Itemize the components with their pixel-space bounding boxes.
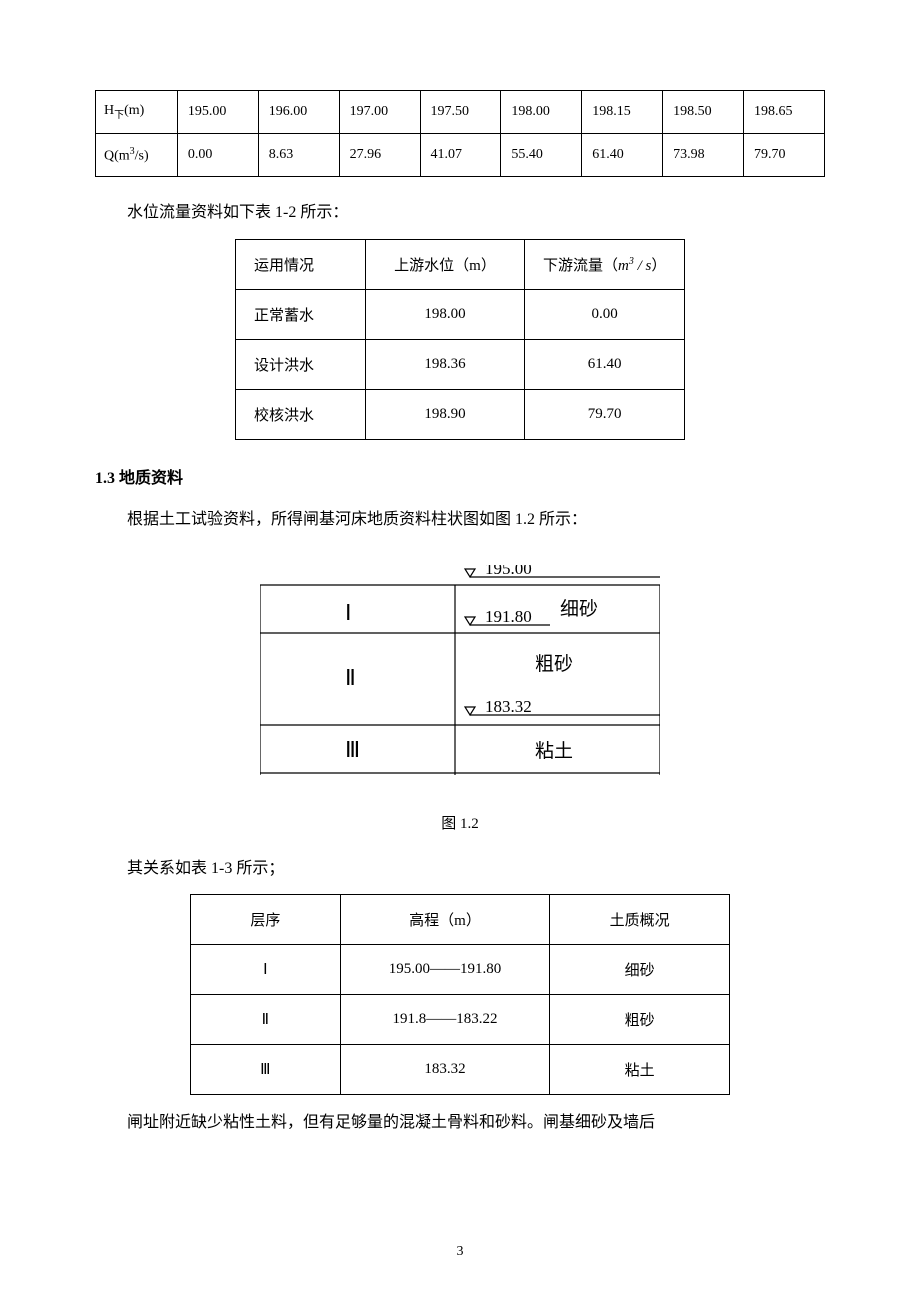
cell: 0.00 <box>177 133 258 177</box>
layer2-elev-label: 183.32 <box>485 697 532 716</box>
header-cell: 运用情况 <box>236 239 366 289</box>
cell: 细砂 <box>550 945 730 995</box>
paragraph-intro-table3: 其关系如表 1-3 所示； <box>95 851 825 886</box>
cell: Ⅲ <box>191 1045 341 1095</box>
table-row: Ⅲ 183.32 粘土 <box>191 1045 730 1095</box>
cell: 79.70 <box>525 389 685 439</box>
table-geology-layers: 层序 高程（m） 土质概况 Ⅰ 195.00——191.80 细砂 Ⅱ 191.… <box>190 894 730 1095</box>
geological-column-diagram: 195.00 Ⅰ 191.80 细砂 Ⅱ 粗砂 183.32 Ⅲ 粘土 <box>260 565 660 780</box>
cell: 61.40 <box>582 133 663 177</box>
table-row: H下(m) 195.00 196.00 197.00 197.50 198.00… <box>96 91 825 134</box>
paragraph-materials: 闸址附近缺少粘性土料，但有足够量的混凝土骨料和砂料。闸基细砂及墙后 <box>95 1105 825 1140</box>
row-label: H下(m) <box>96 91 178 134</box>
table-operation-conditions: 运用情况 上游水位（m） 下游流量（m3 / s） 正常蓄水 198.00 0.… <box>235 239 685 440</box>
table-flow-level: H下(m) 195.00 196.00 197.00 197.50 198.00… <box>95 90 825 177</box>
cell: 195.00——191.80 <box>340 945 550 995</box>
cell: 198.36 <box>365 339 525 389</box>
cell: Ⅱ <box>191 995 341 1045</box>
cell: 41.07 <box>420 133 501 177</box>
cell: 61.40 <box>525 339 685 389</box>
table-row: 层序 高程（m） 土质概况 <box>191 895 730 945</box>
table-row: Ⅱ 191.8——183.22 粗砂 <box>191 995 730 1045</box>
layer3-roman: Ⅲ <box>345 737 360 762</box>
cell: 27.96 <box>339 133 420 177</box>
table-row: Q(m3/s) 0.00 8.63 27.96 41.07 55.40 61.4… <box>96 133 825 177</box>
cell: 198.00 <box>365 289 525 339</box>
cell: 198.65 <box>744 91 825 134</box>
cell: 设计洪水 <box>236 339 366 389</box>
cell: 198.00 <box>501 91 582 134</box>
cell: 73.98 <box>663 133 744 177</box>
cell: 191.8——183.22 <box>340 995 550 1045</box>
header-cell: 上游水位（m） <box>365 239 525 289</box>
elev-top-label: 195.00 <box>485 565 532 578</box>
cell: 198.15 <box>582 91 663 134</box>
paragraph-intro-table2: 水位流量资料如下表 1-2 所示： <box>95 195 825 230</box>
table-row: 校核洪水 198.90 79.70 <box>236 389 685 439</box>
cell: 196.00 <box>258 91 339 134</box>
cell: 0.00 <box>525 289 685 339</box>
layer3-name: 粘土 <box>535 740 573 762</box>
page-number: 3 <box>0 1244 920 1260</box>
cell: 195.00 <box>177 91 258 134</box>
table-row: 设计洪水 198.36 61.40 <box>236 339 685 389</box>
cell: 粘土 <box>550 1045 730 1095</box>
layer1-roman: Ⅰ <box>345 600 352 625</box>
cell: Ⅰ <box>191 945 341 995</box>
paragraph-geology-intro: 根据土工试验资料，所得闸基河床地质资料柱状图如图 1.2 所示： <box>95 502 825 537</box>
cell: 183.32 <box>340 1045 550 1095</box>
layer2-name: 粗砂 <box>535 653 573 675</box>
cell: 197.00 <box>339 91 420 134</box>
cell: 198.90 <box>365 389 525 439</box>
figure-caption: 图 1.2 <box>95 812 825 833</box>
table-row: 正常蓄水 198.00 0.00 <box>236 289 685 339</box>
cell: 校核洪水 <box>236 389 366 439</box>
table-row: 运用情况 上游水位（m） 下游流量（m3 / s） <box>236 239 685 289</box>
row-label: Q(m3/s) <box>96 133 178 177</box>
layer2-roman: Ⅱ <box>345 665 356 690</box>
section-heading-geology: 1.3 地质资料 <box>95 464 825 488</box>
header-cell: 层序 <box>191 895 341 945</box>
cell: 粗砂 <box>550 995 730 1045</box>
header-cell: 高程（m） <box>340 895 550 945</box>
cell: 197.50 <box>420 91 501 134</box>
layer1-elev-label: 191.80 <box>485 607 532 626</box>
cell: 198.50 <box>663 91 744 134</box>
header-cell: 下游流量（m3 / s） <box>525 239 685 289</box>
table-row: Ⅰ 195.00——191.80 细砂 <box>191 945 730 995</box>
layer1-name: 细砂 <box>560 598 598 620</box>
cell: 55.40 <box>501 133 582 177</box>
cell: 79.70 <box>744 133 825 177</box>
cell: 8.63 <box>258 133 339 177</box>
header-cell: 土质概况 <box>550 895 730 945</box>
cell: 正常蓄水 <box>236 289 366 339</box>
